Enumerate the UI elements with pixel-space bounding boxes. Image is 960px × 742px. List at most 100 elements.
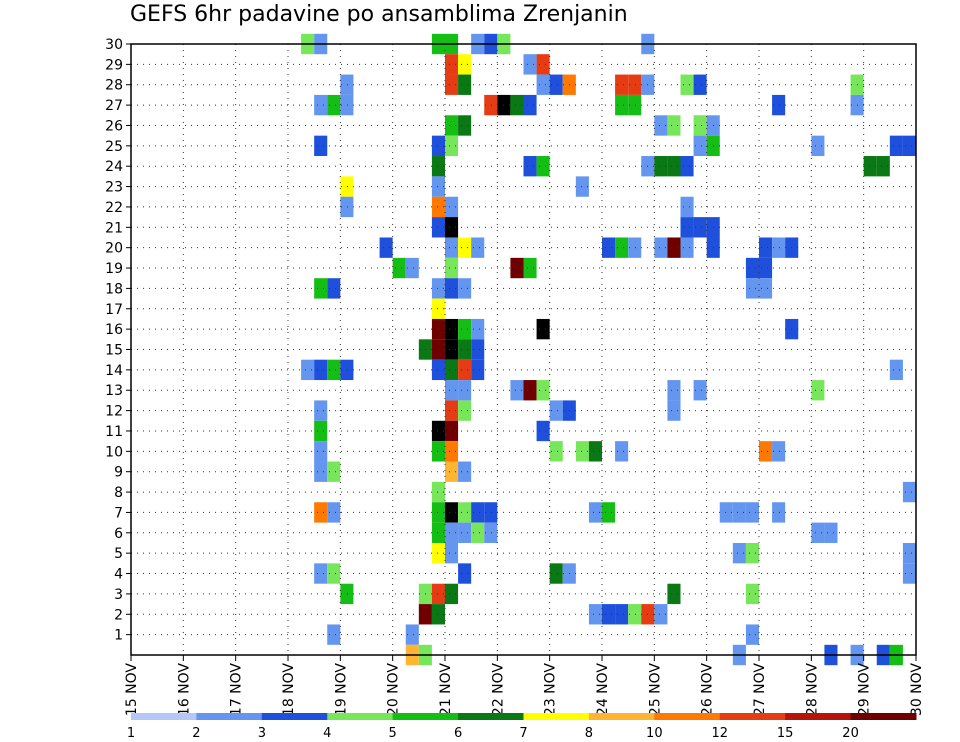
heatmap-cell [667, 115, 681, 136]
y-tick-label: 8 [114, 485, 123, 501]
y-tick-label: 10 [105, 444, 123, 460]
heatmap-cell [602, 604, 616, 625]
heatmap-cell [314, 278, 328, 299]
heatmap-cell [732, 542, 746, 564]
x-tick-label: 17 NOV [229, 663, 245, 717]
heatmap-cell [510, 94, 524, 116]
heatmap-cell [745, 542, 759, 564]
x-tick-label: 30 NOV [909, 663, 925, 717]
heatmap-cell [772, 502, 786, 523]
colorbar-swatch [392, 713, 459, 720]
heatmap-cell [680, 237, 694, 258]
heatmap-cell [340, 176, 354, 197]
heatmap-cell [902, 563, 916, 584]
y-tick-label: 25 [105, 139, 123, 155]
heatmap-cell [445, 380, 459, 401]
y-tick-label: 7 [114, 505, 123, 521]
heatmap-cell [471, 318, 485, 340]
heatmap-cell [445, 542, 459, 564]
heatmap-cell [314, 441, 328, 462]
heatmap-cell [889, 135, 903, 157]
x-tick-label: 29 NOV [857, 663, 873, 717]
heatmap-cell [772, 94, 786, 116]
heatmap-cell [445, 441, 459, 462]
heatmap-cell [811, 380, 825, 401]
heatmap-cell [484, 502, 498, 523]
heatmap-cell [549, 563, 563, 584]
heatmap-cell [484, 522, 498, 543]
colorbar-label: 15 [777, 726, 794, 741]
y-tick-label: 15 [105, 343, 123, 359]
heatmap-cell [693, 380, 707, 401]
heatmap-cell [458, 563, 472, 584]
heatmap-cell [667, 380, 681, 401]
heatmap-cell [667, 237, 681, 258]
x-tick-label: 20 NOV [386, 663, 402, 717]
heatmap-cell [458, 461, 472, 482]
colorbar-label: 6 [454, 726, 462, 741]
colorbar-swatch [458, 713, 524, 720]
colorbar-swatch [327, 713, 394, 720]
x-tick-label: 15 NOV [124, 663, 140, 717]
heatmap-cell [811, 135, 825, 157]
heatmap-cell [327, 502, 341, 523]
heatmap-cell [314, 461, 328, 482]
chart-title: GEFS 6hr padavine po ansamblima Zrenjani… [130, 2, 628, 27]
heatmap-cell [628, 94, 642, 116]
heatmap-cell [445, 522, 459, 543]
heatmap-cell [654, 604, 668, 625]
colorbar-swatch [261, 713, 328, 720]
heatmap-cell [745, 257, 759, 279]
heatmap-cell [602, 237, 616, 258]
colorbar-swatch [719, 713, 786, 720]
heatmap-cell [745, 583, 759, 605]
heatmap-cell [759, 237, 773, 258]
heatmap-cell [458, 380, 472, 401]
heatmap-cell [902, 135, 916, 157]
colorbar-swatch [131, 713, 197, 720]
heatmap-cell [471, 339, 485, 360]
heatmap-cell [340, 359, 354, 381]
y-tick-label: 22 [105, 200, 123, 216]
heatmap-cell [458, 237, 472, 258]
heatmap-cell [615, 604, 629, 625]
y-tick-label: 19 [105, 261, 123, 277]
heatmap-cell [314, 359, 328, 381]
y-tick-label: 14 [105, 363, 123, 379]
colorbar-label: 10 [646, 726, 663, 741]
heatmap-cell [536, 54, 550, 75]
heatmap-cell [667, 156, 681, 177]
heatmap-cell [615, 237, 629, 258]
heatmap-cell [301, 359, 315, 381]
heatmap-cell [693, 217, 707, 238]
heatmap-cell [745, 502, 759, 523]
y-tick-label: 24 [105, 159, 123, 175]
y-tick-label: 4 [114, 567, 123, 583]
colorbar-swatch [785, 713, 852, 720]
heatmap-cell [445, 400, 459, 421]
heatmap-cell [772, 237, 786, 258]
heatmap-cell [445, 115, 459, 136]
heatmap-cell [667, 583, 681, 605]
heatmap-cell [458, 54, 472, 75]
y-tick-label: 11 [105, 424, 123, 440]
heatmap-cell [431, 278, 445, 299]
heatmap-cell [680, 196, 694, 218]
plot-frame [130, 43, 917, 656]
heatmap-cell [628, 237, 642, 258]
heatmap-cell [654, 156, 668, 177]
heatmap-cell [445, 502, 459, 523]
heatmap-cell [536, 380, 550, 401]
colorbar-label: 3 [258, 726, 266, 741]
heatmap-cell [523, 94, 537, 116]
heatmap-cell [445, 257, 459, 279]
y-tick-label: 20 [105, 241, 123, 257]
y-tick-label: 30 [105, 37, 123, 53]
heatmap-cell [445, 54, 459, 75]
heatmap-cell [379, 237, 393, 258]
heatmap-cell [327, 563, 341, 584]
heatmap-cell [732, 502, 746, 523]
heatmap-cell [458, 522, 472, 543]
heatmap-cell [431, 217, 445, 238]
